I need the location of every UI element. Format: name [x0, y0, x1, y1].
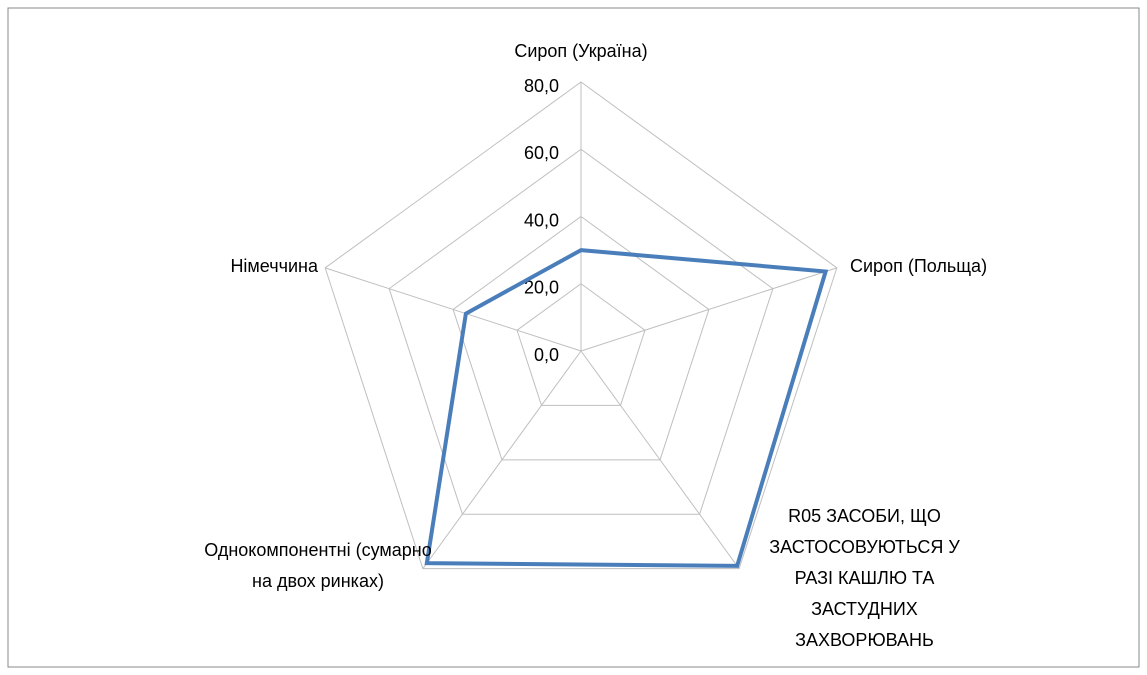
tick-label: 80,0	[524, 76, 559, 96]
tick-label: 20,0	[524, 278, 559, 298]
grid-ring	[452, 215, 710, 461]
chart-frame	[7, 7, 1140, 668]
category-label: Однокомпонентні (сумарно на двох ринках)	[204, 540, 432, 591]
grid-ring	[516, 283, 646, 406]
category-label: Сироп (Україна)	[514, 41, 648, 61]
series-line	[424, 248, 829, 568]
tick-label: 0,0	[534, 345, 559, 365]
category-label: Сироп (Польща)	[850, 256, 988, 276]
grid-ring	[324, 81, 838, 570]
tick-label: 40,0	[524, 210, 559, 230]
grid	[324, 81, 838, 570]
category-label: Німеччина	[230, 256, 318, 276]
tick-labels: 0,0 20,0 40,0 60,0 80,0	[524, 76, 559, 365]
tick-label: 60,0	[524, 143, 559, 163]
category-label: R05 ЗАСОБИ, ЩО ЗАСТОСОВУЮТЬСЯ У РАЗІ КАШ…	[769, 506, 960, 650]
plot	[424, 248, 829, 568]
